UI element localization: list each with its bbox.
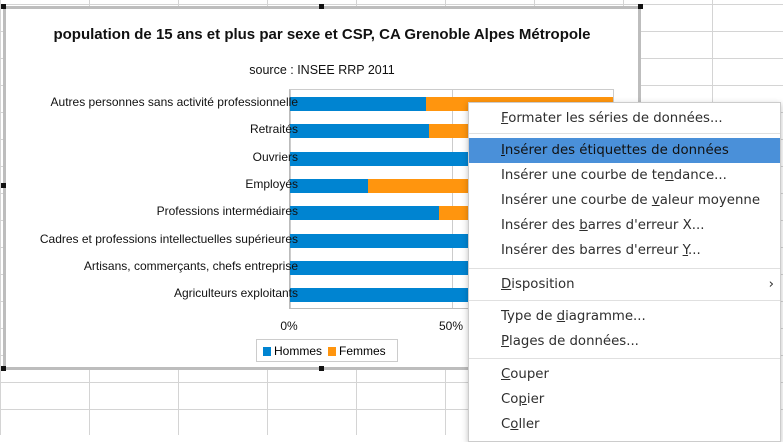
category-label: Autres personnes sans activité professio… [50,95,298,109]
category-label: Professions intermédiaires [156,204,298,219]
menu-item-label: Co [501,392,519,407]
category-label: Ouvriers [252,149,298,164]
menu-item-label: ller [518,417,540,432]
menu-item[interactable]: Copier [469,387,780,412]
menu-item[interactable]: Insérer des étiquettes de données [469,138,780,163]
selection-handle[interactable] [319,366,324,371]
selection-handle[interactable] [1,366,6,371]
menu-item-label: Insérer des barres d'erreur [501,243,683,258]
menu-separator [469,358,780,359]
menu-item-label: ier [526,392,545,407]
menu-item[interactable]: Plages de données... [469,329,780,354]
category-label: Retraités [249,122,298,137]
selection-handle[interactable] [1,4,6,9]
category-label: Cadres et professions intellectuelles su… [39,231,298,246]
menu-item-label: isposition [511,277,575,292]
x-tick-label: 50% [438,319,464,333]
chart-title: population de 15 ans et plus par sexe et… [53,26,591,43]
menu-item-label: arres d'erreur X... [587,218,705,233]
x-tick-label: 0% [280,319,298,333]
menu-item-label: ormater les séries de données... [508,111,723,126]
menu-item-label: F [501,111,509,126]
gridline [290,90,291,308]
menu-item-label: o [510,417,519,432]
menu-item-label: n [665,168,674,183]
bar-hommes[interactable] [290,97,426,111]
selection-handle[interactable] [1,183,6,188]
category-label: Employés [245,176,298,191]
menu-item-label: nsérer des étiquettes de données [504,143,729,158]
menu-item-label: Type de [501,309,557,324]
menu-separator [469,133,780,134]
bar-hommes[interactable] [290,233,475,248]
menu-item-label: C [501,367,511,382]
menu-item[interactable]: Formater les séries de données... [469,106,780,131]
menu-item-label: Insérer une courbe de te [501,168,666,183]
chevron-right-icon: › [768,277,774,292]
menu-item[interactable]: Insérer des barres d'erreur X... [469,213,780,238]
menu-separator [469,300,780,301]
menu-item-label: D [501,277,512,292]
menu-item-label: Y [682,243,689,258]
selection-handle[interactable] [638,4,643,9]
category-label: Artisans, commerçants, chefs entreprise [83,258,298,273]
menu-item-label: d [556,309,566,324]
bar-hommes[interactable] [290,206,439,221]
chart-legend[interactable]: Hommes Femmes [256,339,398,362]
gridline [451,90,453,308]
bar-hommes[interactable] [290,260,517,275]
menu-item-label: ... [688,243,701,258]
menu-item-label: lages de données... [509,334,639,349]
menu-item-label: p [518,392,527,407]
menu-item-label: Insérer une courbe de [501,193,652,208]
bar-hommes[interactable] [290,178,368,193]
legend-item-femmes: Femmes [328,344,386,358]
menu-item-label: P [501,334,510,349]
menu-separator [469,268,780,269]
menu-item-label: Insérer des [501,218,580,233]
menu-item[interactable]: Insérer des barres d'erreur Y... [469,238,780,263]
bar-hommes[interactable] [290,124,429,139]
menu-item-label: aleur moyenne [659,193,761,208]
chart-subtitle: source : INSEE RRP 2011 [249,63,395,77]
context-menu: Formater les séries de données... Insérer… [468,102,781,442]
legend-item-hommes: Hommes [263,344,322,358]
menu-item[interactable]: Insérer une courbe de tendance... [469,163,780,188]
menu-item[interactable]: Disposition › [469,272,780,297]
bar-hommes[interactable] [290,288,500,303]
menu-item-label: v [651,193,660,208]
menu-item-label: ouper [510,367,549,382]
menu-item[interactable]: Coller [469,412,780,437]
menu-item-label: b [579,218,588,233]
menu-item[interactable]: Insérer une courbe de valeur moyenne [469,188,780,213]
menu-item[interactable]: Type de diagramme... [469,304,780,329]
menu-item-label: dance... [673,168,727,183]
menu-item[interactable]: Couper [469,362,780,387]
menu-item-label: I [501,143,505,158]
selection-handle[interactable] [319,4,324,9]
category-label: Agriculteurs exploitants [173,286,298,301]
menu-item-label: C [501,417,511,432]
menu-item-label: iagramme... [565,309,646,324]
